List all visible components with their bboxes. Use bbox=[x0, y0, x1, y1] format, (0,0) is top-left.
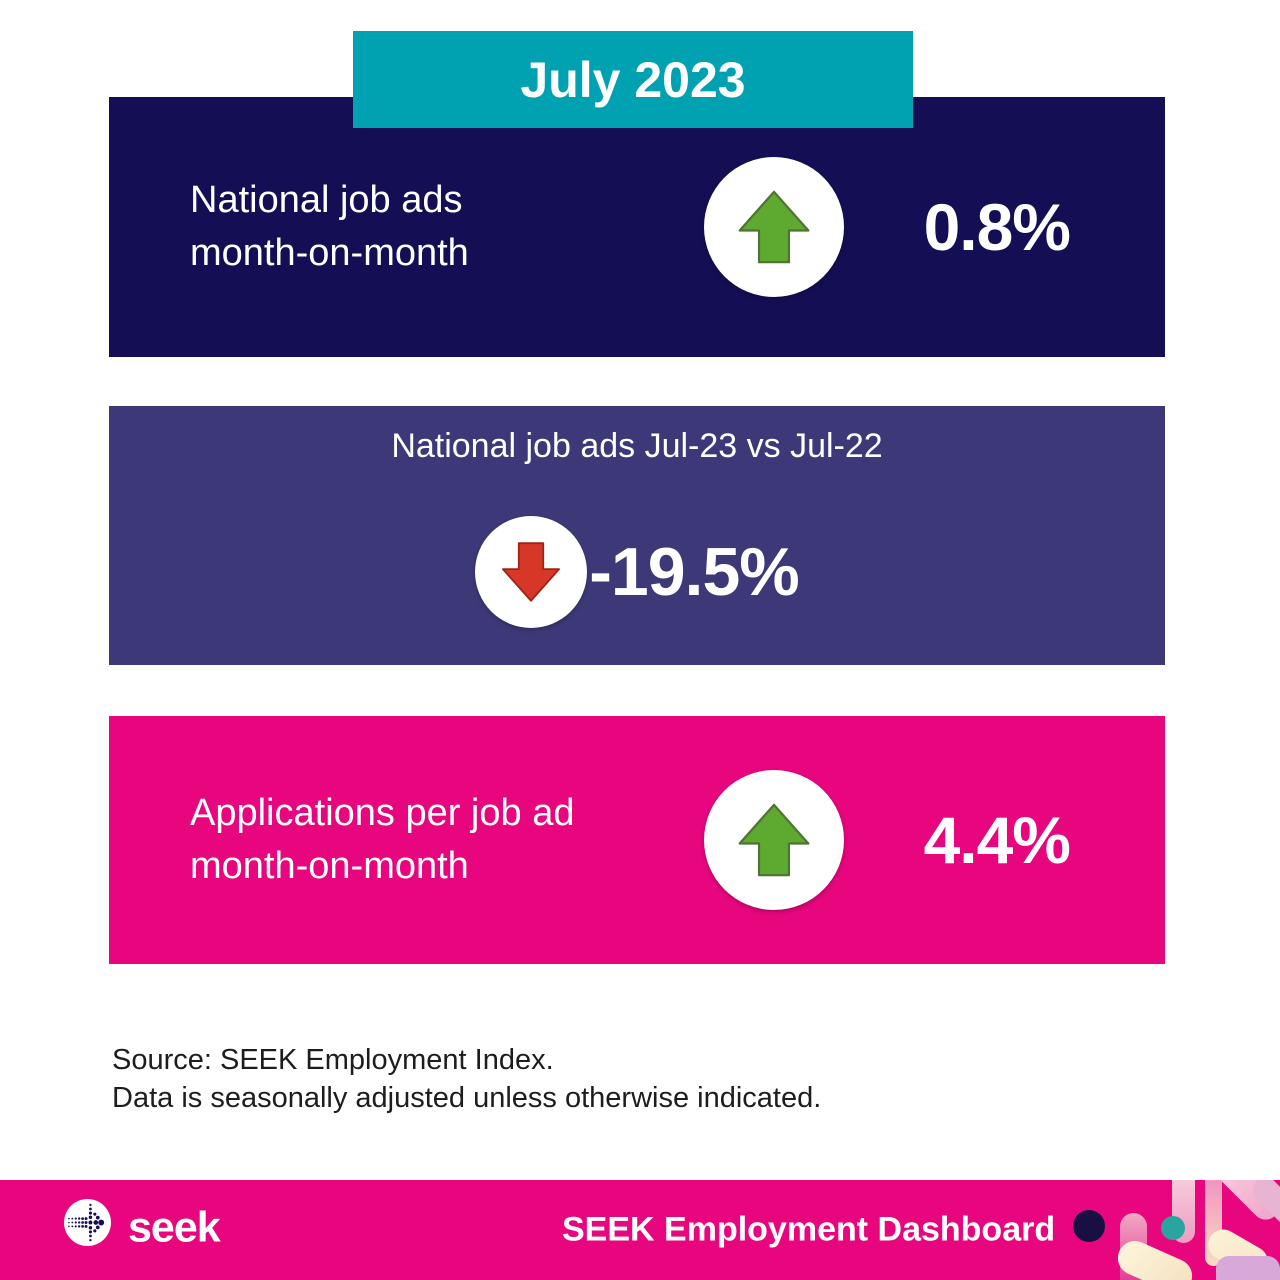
down-arrow-icon bbox=[502, 542, 561, 602]
deco-teal-circle-icon bbox=[1161, 1216, 1185, 1240]
card-title: National job ads Jul-23 vs Jul-22 bbox=[391, 427, 883, 465]
indicator-circle bbox=[475, 516, 588, 628]
card-national-job-ads-mom: National job ads month-on-month 0.8% bbox=[109, 97, 1165, 357]
indicator-circle bbox=[703, 770, 844, 910]
seek-logo-circle bbox=[64, 1199, 111, 1246]
seek-wordmark: seek bbox=[128, 1203, 221, 1252]
card-label-line2: month-on-month bbox=[190, 232, 469, 274]
up-arrow-icon bbox=[738, 190, 809, 264]
indicator-circle bbox=[703, 157, 844, 297]
up-arrow-icon bbox=[738, 803, 809, 877]
card-label-line2: month-on-month bbox=[190, 845, 469, 887]
month-label: July 2023 bbox=[520, 51, 746, 108]
card-label: Applications per job ad month-on-month bbox=[190, 787, 704, 893]
seek-dotted-arrow-logo-icon bbox=[68, 1203, 105, 1242]
source-note-line2: Data is seasonally adjusted unless other… bbox=[112, 1082, 822, 1114]
metric-value: -19.5% bbox=[589, 534, 799, 610]
metric-value: 4.4% bbox=[923, 803, 1071, 877]
card-applications-per-job-ad-mom: Applications per job ad month-on-month 4… bbox=[109, 716, 1165, 964]
deco-navy-circle-icon bbox=[1073, 1210, 1105, 1242]
metric-value: 0.8% bbox=[923, 190, 1071, 264]
card-label: National job ads month-on-month bbox=[190, 174, 704, 280]
card-national-job-ads-yoy: National job ads Jul-23 vs Jul-22 -19.5% bbox=[109, 406, 1165, 665]
footer-bar: seek SEEK Employment Dashboard bbox=[0, 1180, 1280, 1280]
seek-logo bbox=[64, 1199, 111, 1246]
card-label-line1: National job ads bbox=[190, 179, 463, 221]
month-banner: July 2023 bbox=[353, 31, 913, 128]
footer-title: SEEK Employment Dashboard bbox=[562, 1210, 1056, 1249]
card-label-line1: Applications per job ad bbox=[190, 792, 575, 834]
deco-lavender-rect-icon bbox=[1216, 1256, 1280, 1280]
source-note: Source: SEEK Employment Index. Data is s… bbox=[112, 1041, 821, 1117]
source-note-line1: Source: SEEK Employment Index. bbox=[112, 1044, 554, 1076]
